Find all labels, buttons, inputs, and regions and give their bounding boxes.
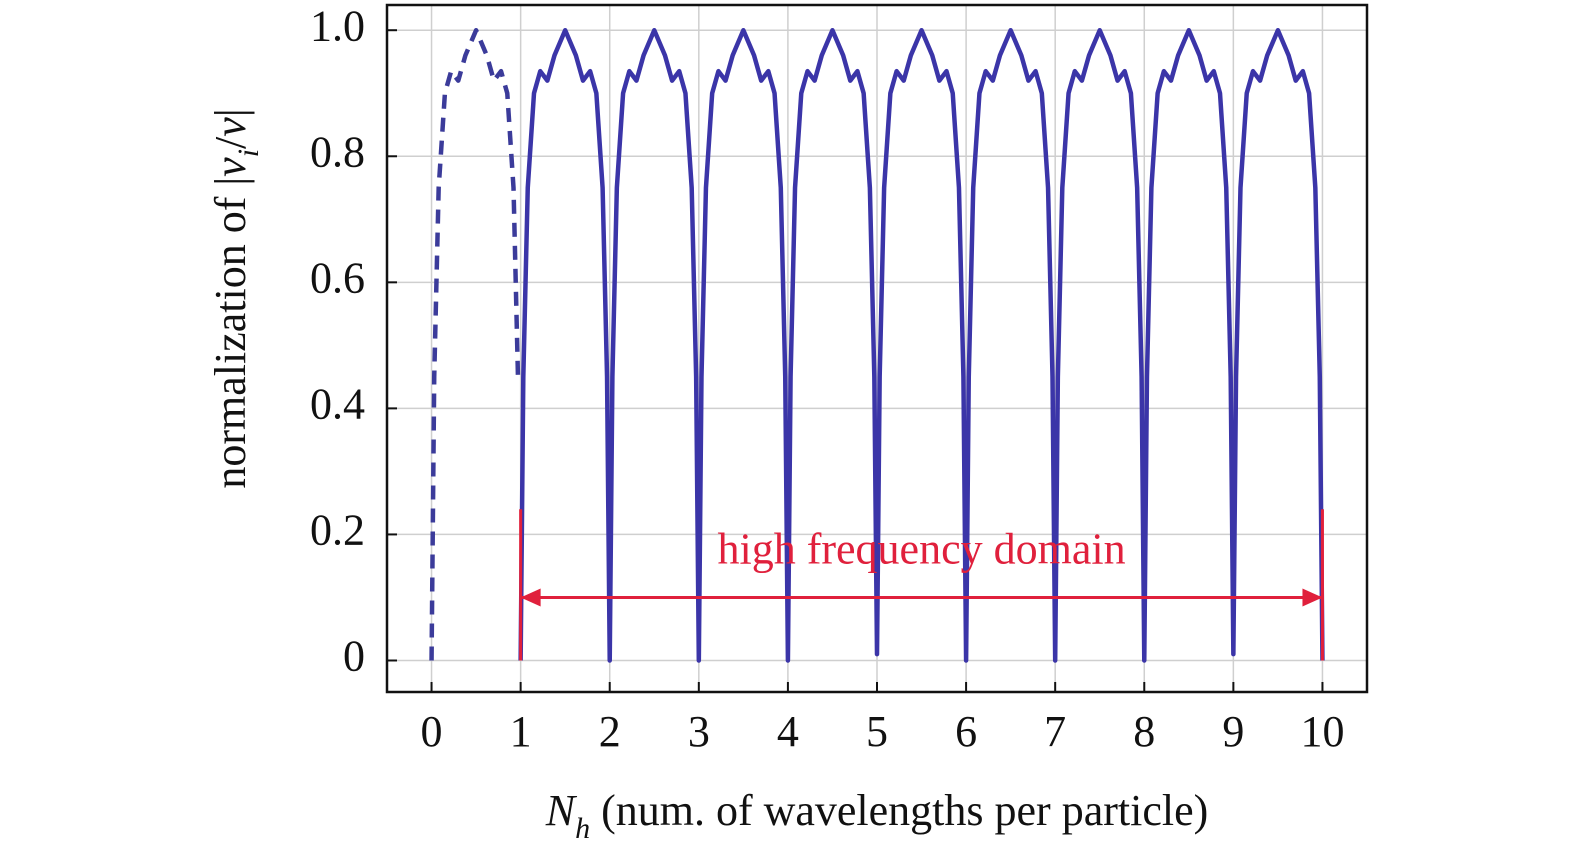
x-axis-label-part: (num. of wavelengths per particle) (590, 786, 1208, 835)
y-axis-label-part: / (206, 136, 255, 149)
plot-frame (385, 3, 1369, 694)
x-tick-label: 2 (599, 707, 621, 756)
data-line (518, 27, 1325, 663)
x-tick-label: 8 (1133, 707, 1155, 756)
annotation-text: high frequency domain (717, 525, 1125, 574)
x-tick-label: 10 (1300, 707, 1344, 756)
y-axis-label-part: i (232, 149, 265, 157)
x-tick-label: 0 (421, 707, 443, 756)
arrow-head (520, 588, 541, 607)
y-tick-label: 0 (343, 632, 365, 681)
y-tick-label: 1.0 (310, 1, 365, 50)
x-tick-label: 6 (955, 707, 977, 756)
y-axis-label-part: v (206, 157, 255, 177)
y-axis-label-part: normalization of | (206, 177, 255, 489)
y-tick-label: 0.8 (310, 127, 365, 176)
y-axis-label-part: | (206, 108, 255, 117)
x-tick-label: 4 (777, 707, 799, 756)
y-axis-label-part: v (206, 117, 255, 137)
y-axis-label: normalization of |vi/v| (206, 108, 265, 488)
x-tick-label: 3 (688, 707, 710, 756)
x-tick-label: 7 (1044, 707, 1066, 756)
y-tick-label: 0.2 (310, 506, 365, 555)
y-tick-label: 0.4 (310, 379, 365, 428)
data-line (429, 27, 521, 661)
x-axis-label: Nh (num. of wavelengths per particle) (545, 786, 1209, 845)
x-tick-label: 1 (510, 707, 532, 756)
x-axis-label-part: N (545, 786, 578, 835)
arrow-head (1302, 588, 1323, 607)
y-tick-label: 0.6 (310, 253, 365, 302)
x-tick-label: 9 (1222, 707, 1244, 756)
x-tick-label: 5 (866, 707, 888, 756)
x-axis-label-part: h (575, 812, 590, 845)
